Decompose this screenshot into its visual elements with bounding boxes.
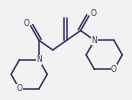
Text: O: O bbox=[90, 9, 96, 18]
Text: N: N bbox=[36, 55, 42, 64]
Text: N: N bbox=[92, 36, 97, 45]
Text: O: O bbox=[111, 65, 117, 74]
Text: O: O bbox=[16, 84, 22, 93]
Text: O: O bbox=[23, 19, 29, 28]
